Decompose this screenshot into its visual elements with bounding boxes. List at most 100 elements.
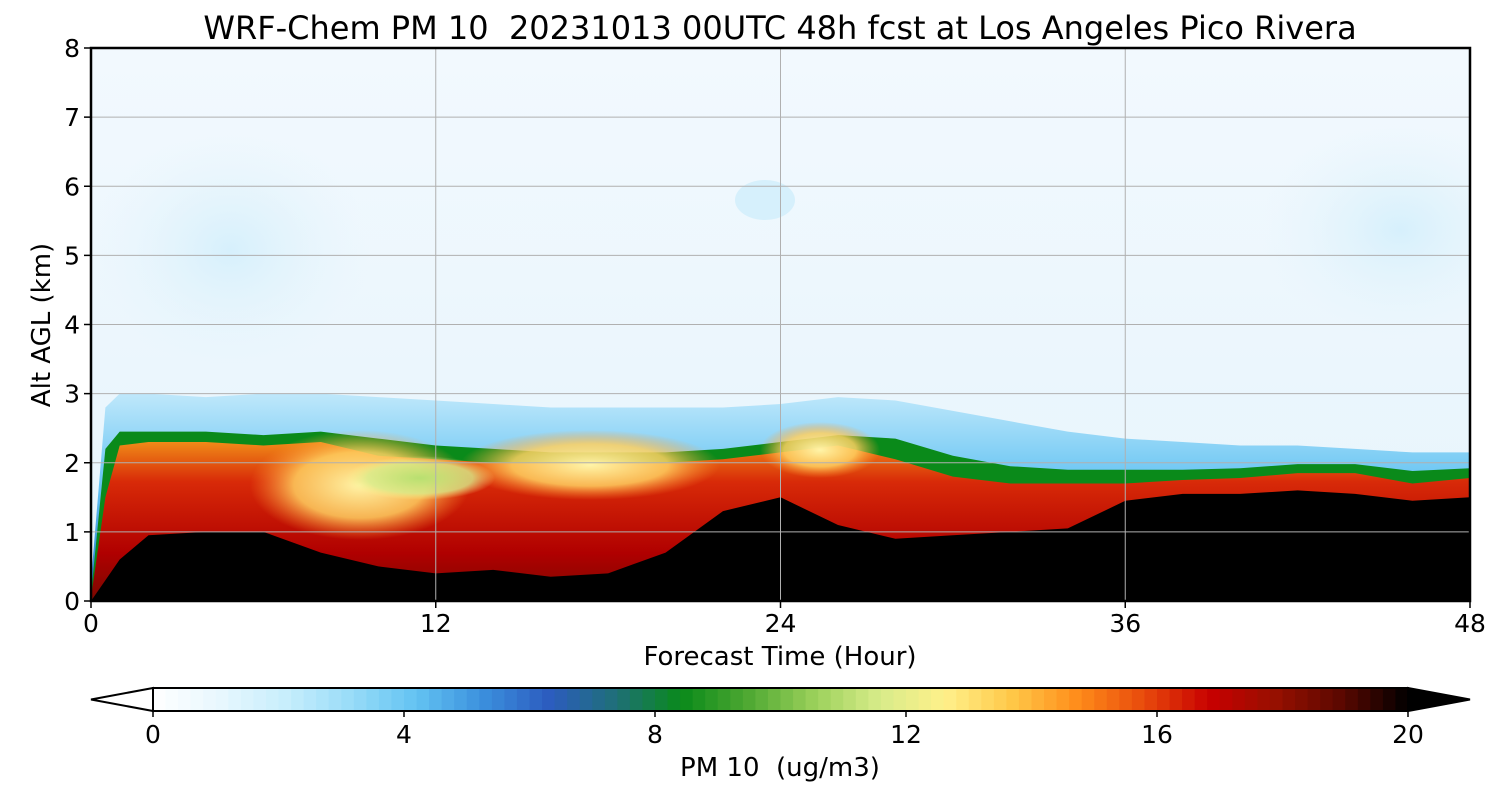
colorbar-segment bbox=[742, 688, 756, 711]
colorbar-segment bbox=[1332, 688, 1346, 711]
colorbar-segment bbox=[1357, 688, 1371, 711]
colorbar-segment bbox=[931, 688, 945, 711]
yellow-core-patch-2 bbox=[460, 430, 720, 500]
colorbar-segment bbox=[767, 688, 782, 711]
colorbar-segment bbox=[617, 688, 631, 711]
colorbar-segment bbox=[366, 688, 380, 711]
colorbar-segment bbox=[1282, 688, 1296, 711]
colorbar-segment bbox=[190, 688, 204, 711]
colorbar-segment bbox=[868, 688, 882, 711]
y-axis-label: Alt AGL (km) bbox=[27, 243, 57, 407]
colorbar-segment bbox=[604, 688, 618, 711]
colorbar-frame bbox=[152, 687, 1409, 712]
colorbar-segment bbox=[554, 688, 568, 711]
colorbar-segment bbox=[429, 688, 443, 711]
colorbar-segment bbox=[165, 688, 179, 711]
colorbar-segment bbox=[1144, 688, 1158, 711]
colorbar-segment bbox=[1081, 688, 1095, 711]
colorbar-segment bbox=[1345, 688, 1359, 711]
colorbar-segment bbox=[391, 688, 405, 711]
colorbar-segment bbox=[567, 688, 581, 711]
y-tick-label: 2 bbox=[64, 449, 80, 478]
colorbar-segment bbox=[1006, 688, 1020, 711]
colorbar-segment bbox=[1244, 688, 1258, 711]
colorbar-segment bbox=[479, 688, 493, 711]
colorbar-segment bbox=[454, 688, 468, 711]
colorbar-segment bbox=[1169, 688, 1183, 711]
colorbar-segment bbox=[843, 688, 857, 711]
colorbar-segment bbox=[993, 688, 1007, 711]
colorbar-segment bbox=[629, 688, 644, 711]
colorbar-tick-label: 8 bbox=[647, 720, 663, 749]
colorbar-segment bbox=[253, 688, 267, 711]
colorbar-segment bbox=[328, 688, 342, 711]
colorbar-segment bbox=[1094, 688, 1108, 711]
colorbar-segment bbox=[1182, 688, 1196, 711]
colorbar-segment bbox=[516, 688, 531, 711]
colorbar-segment bbox=[655, 688, 669, 711]
x-tick-label: 0 bbox=[83, 609, 99, 638]
colorbar-segment bbox=[818, 688, 832, 711]
colorbar-segment bbox=[504, 688, 518, 711]
upper-haze-blob-left bbox=[91, 130, 370, 370]
colorbar-segment bbox=[316, 688, 330, 711]
colorbar-label: PM 10 (ug/m3) bbox=[680, 753, 880, 783]
colorbar-segment bbox=[416, 688, 430, 711]
colorbar-segment bbox=[341, 688, 355, 711]
colorbar-segment bbox=[956, 688, 970, 711]
y-tick-label: 8 bbox=[64, 34, 80, 63]
colorbar-segment bbox=[178, 688, 192, 711]
colorbar-segment bbox=[529, 688, 543, 711]
x-tick-label: 24 bbox=[765, 609, 797, 638]
y-axis-ticks: 0 1 2 3 4 5 6 7 8 bbox=[64, 34, 91, 616]
colorbar-segment bbox=[378, 688, 393, 711]
colorbar-tick-label: 4 bbox=[396, 720, 412, 749]
colorbar-segment bbox=[1269, 688, 1284, 711]
colorbar-tick-label: 16 bbox=[1141, 720, 1173, 749]
colorbar-segment bbox=[592, 688, 606, 711]
colorbar-extend-max bbox=[1407, 686, 1471, 713]
green-core-patch bbox=[345, 456, 495, 500]
colorbar-segment bbox=[730, 688, 744, 711]
colorbar-segment bbox=[642, 688, 656, 711]
colorbar-segment bbox=[680, 688, 694, 711]
colorbar-tick-label: 20 bbox=[1392, 720, 1424, 749]
colorbar-segment bbox=[228, 688, 242, 711]
x-axis-ticks: 0 12 24 36 48 bbox=[83, 601, 1486, 638]
colorbar-segment bbox=[1295, 688, 1309, 711]
colorbar-segment bbox=[153, 688, 167, 711]
colorbar-segment bbox=[918, 688, 932, 711]
colorbar-extend-min bbox=[90, 686, 154, 713]
colorbar-segment bbox=[1031, 688, 1045, 711]
colorbar-segment bbox=[1131, 688, 1146, 711]
colorbar-segment bbox=[968, 688, 982, 711]
colorbar: 0 4 8 12 16 20 bbox=[90, 686, 1471, 749]
colorbar-segment bbox=[981, 688, 995, 711]
colorbar-segment bbox=[353, 688, 367, 711]
colorbar-segment bbox=[1018, 688, 1033, 711]
colorbar-segment bbox=[491, 688, 505, 711]
colorbar-segment bbox=[466, 688, 480, 711]
colorbar-tick-label: 0 bbox=[145, 720, 161, 749]
colorbar-tick-label: 12 bbox=[890, 720, 922, 749]
colorbar-segment bbox=[705, 688, 719, 711]
colorbar-segment bbox=[579, 688, 593, 711]
colorbar-segment bbox=[1044, 688, 1058, 711]
colorbar-segment bbox=[906, 688, 920, 711]
chart-title: WRF-Chem PM 10 20231013 00UTC 48h fcst a… bbox=[203, 9, 1356, 47]
colorbar-segment bbox=[755, 688, 769, 711]
colorbar-segment bbox=[805, 688, 819, 711]
colorbar-segment bbox=[893, 688, 907, 711]
x-tick-label: 48 bbox=[1454, 609, 1486, 638]
colorbar-segment bbox=[1219, 688, 1233, 711]
colorbar-segment bbox=[1257, 688, 1271, 711]
colorbar-segment bbox=[1370, 688, 1384, 711]
colorbar-segment bbox=[1119, 688, 1133, 711]
y-tick-label: 0 bbox=[64, 587, 80, 616]
colorbar-segment bbox=[1307, 688, 1321, 711]
colorbar-segment bbox=[943, 688, 957, 711]
colorbar-segment bbox=[1194, 688, 1208, 711]
colorbar-segment bbox=[1320, 688, 1334, 711]
colorbar-segment bbox=[793, 688, 807, 711]
